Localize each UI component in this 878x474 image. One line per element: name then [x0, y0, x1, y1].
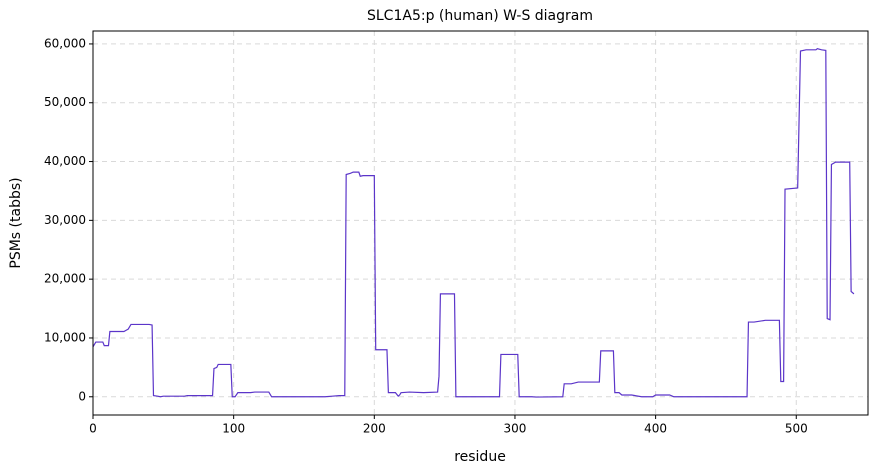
data-line — [92, 47, 855, 398]
x-tick-label: 100 — [222, 422, 245, 436]
y-tick-label: 0 — [78, 389, 86, 403]
y-tick-label: 30,000 — [44, 213, 86, 227]
y-axis-label: PSMs (tabbs) — [8, 177, 24, 268]
x-tick-label: 200 — [363, 422, 386, 436]
chart-title: SLC1A5:p (human) W-S diagram — [367, 8, 593, 24]
y-tick-label: 10,000 — [44, 330, 86, 344]
x-tick-label: 0 — [89, 422, 97, 436]
y-tick-label: 60,000 — [44, 36, 86, 50]
x-axis-label: residue — [454, 449, 506, 465]
x-tick-label: 500 — [785, 422, 808, 436]
y-tick-label: 40,000 — [44, 154, 86, 168]
y-tick-label: 20,000 — [44, 272, 86, 286]
x-tick-label: 400 — [644, 422, 667, 436]
plot-frame — [92, 30, 869, 416]
y-tick-label: 50,000 — [44, 95, 86, 109]
x-tick-label: 300 — [504, 422, 527, 436]
